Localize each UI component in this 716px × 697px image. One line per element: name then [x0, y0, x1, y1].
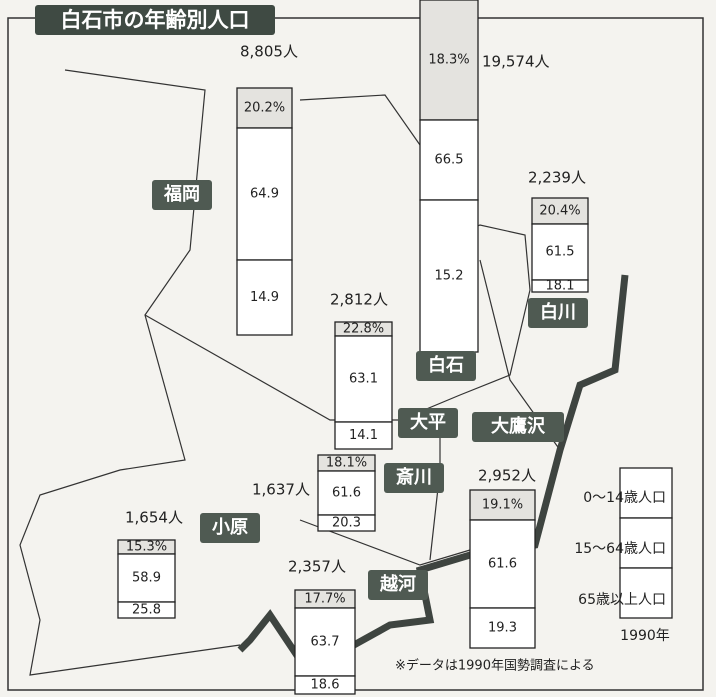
age-share: 18.1 — [546, 279, 575, 294]
age-segment — [419, 119, 479, 201]
boundary — [299, 94, 421, 146]
boundary — [429, 430, 441, 561]
district-name: 大平 — [410, 411, 446, 433]
legend-year: 1990年 — [620, 628, 670, 644]
district-name-box — [472, 412, 564, 442]
district-name: 斎川 — [396, 466, 432, 488]
district: 19.1% 61.6 19.3 2,952人 大鷹沢 — [469, 412, 564, 649]
legend-label: 15〜64歳人口 — [574, 541, 666, 557]
age-segment — [236, 259, 293, 336]
age-share: 14.1 — [349, 428, 378, 443]
age-share: 25.8 — [132, 603, 161, 618]
age-share: 61.5 — [546, 245, 575, 260]
population-total: 1,654人 — [125, 509, 183, 527]
age-share: 61.6 — [332, 486, 361, 501]
age-share: 61.6 — [488, 557, 517, 572]
age-segment — [294, 675, 356, 695]
legend-label: 65歳以上人口 — [578, 592, 666, 608]
age-segment — [236, 127, 293, 261]
district-name: 大鷹沢 — [491, 415, 546, 437]
district-name-box — [416, 351, 476, 381]
population-total: 2,239人 — [528, 169, 586, 187]
age-share: 20.4% — [539, 204, 580, 219]
age-segment — [117, 553, 176, 603]
age-segment — [334, 335, 393, 423]
district-name-box — [200, 513, 260, 543]
age-segment — [531, 197, 589, 225]
district-name: 福岡 — [163, 183, 200, 205]
title: 白石市の年齢別人口 — [61, 8, 250, 32]
district: 15.3% 58.9 25.8 1,654人 小原 — [117, 509, 260, 619]
age-share: 17.7% — [304, 592, 345, 607]
boundary — [299, 519, 471, 566]
age-share: 18.1% — [326, 456, 367, 471]
note: ※データは1990年国勢調査による — [395, 658, 595, 674]
district-name: 白川 — [540, 301, 576, 323]
district-name-box — [398, 408, 458, 438]
age-share: 15.2 — [435, 269, 464, 284]
age-share: 18.6 — [311, 678, 340, 693]
district: 18.1% 61.6 20.3 1,637人 斎川 — [252, 454, 444, 532]
age-segment — [469, 519, 536, 609]
age-segment — [236, 87, 293, 129]
age-share: 63.1 — [349, 372, 378, 387]
legend-swatch — [619, 467, 673, 519]
district-name: 白石 — [428, 354, 464, 376]
population-total: 1,637人 — [252, 481, 310, 499]
age-share: 64.9 — [250, 187, 279, 202]
age-share: 19.3 — [488, 621, 517, 636]
age-segment — [531, 279, 589, 293]
age-segment — [117, 601, 176, 619]
age-segment — [531, 223, 589, 281]
age-share: 14.9 — [250, 290, 279, 305]
age-share: 58.9 — [132, 571, 161, 586]
population-total: 8,805人 — [240, 43, 298, 61]
legend: 0〜14歳人口 15〜64歳人口 65歳以上人口 1990年 — [574, 467, 673, 644]
population-total: 2,812人 — [330, 291, 388, 309]
age-share: 20.3 — [332, 516, 361, 531]
age-share: 15.3% — [126, 540, 167, 555]
population-total: 19,574人 — [482, 53, 550, 71]
title-box — [35, 5, 275, 35]
population-total: 2,952人 — [478, 467, 536, 485]
age-share: 19.1% — [482, 498, 523, 513]
age-segment — [317, 514, 376, 532]
age-share: 18.3% — [428, 53, 469, 68]
district-name: 越河 — [379, 573, 416, 595]
district-name-box — [528, 298, 588, 328]
age-share: 20.2% — [244, 101, 285, 116]
age-share: 63.7 — [311, 635, 340, 650]
age-share: 66.5 — [435, 153, 464, 168]
age-segment — [334, 421, 393, 450]
population-total: 2,357人 — [288, 558, 346, 576]
age-share: 22.8% — [343, 322, 384, 337]
legend-label: 0〜14歳人口 — [583, 490, 666, 506]
district-name-box — [368, 570, 428, 600]
age-segment — [419, 199, 479, 353]
district-name-box — [152, 180, 212, 210]
age-segment — [469, 607, 536, 649]
district-name-box — [384, 463, 444, 493]
legend-swatch — [619, 567, 673, 619]
district-name: 小原 — [212, 517, 248, 538]
